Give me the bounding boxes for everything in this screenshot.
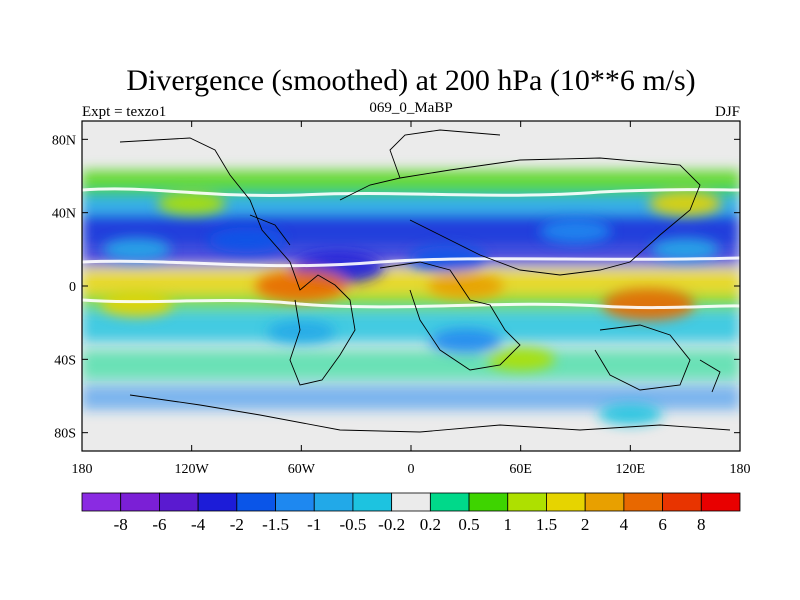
- equatorial-band-green: [82, 294, 740, 312]
- experiment-label: Expt = texzo1: [82, 104, 166, 120]
- y-tick-label: 40N: [52, 207, 76, 222]
- x-tick-label: 120E: [616, 462, 646, 477]
- divergence-zone-10: [649, 191, 722, 216]
- colorbar-swatch: [81, 492, 122, 512]
- colorbar-label: 0.5: [458, 515, 479, 534]
- colorbar-swatch: [546, 492, 586, 512]
- zero-contours: [82, 187, 740, 310]
- colorbar-label: -8: [114, 515, 128, 534]
- colorbar-label: -4: [191, 515, 206, 534]
- colorbar-swatch: [120, 492, 160, 512]
- convergence-zone-4: [539, 218, 612, 244]
- colorbar-swatch: [584, 492, 625, 512]
- colorbar-swatch: [275, 492, 315, 512]
- colorbar-label: 1.5: [536, 515, 557, 534]
- y-tick-label: 40S: [54, 353, 76, 368]
- colorbar-swatch: [352, 492, 393, 512]
- divergence-zone-11: [255, 270, 348, 302]
- x-tick-label: 120W: [175, 462, 210, 477]
- colorbar-swatch: [507, 492, 547, 512]
- divergence-field: [82, 121, 740, 451]
- south-band-green: [82, 350, 740, 380]
- colorbar-swatch: [429, 492, 470, 512]
- colorbar: -8 -6 -4 -2 -1.5 -1 -0.5 -0.2 0.2 0.5 1 1.5 2 4 6 8: [81, 492, 741, 534]
- y-tick-label: 80N: [52, 133, 76, 148]
- chart-title: Divergence (smoothed) at 200 hPa (10**6 …: [126, 64, 695, 97]
- x-tick-label: 0: [408, 462, 415, 477]
- colorbar-swatch: [623, 492, 663, 512]
- x-tick-label: 60E: [509, 462, 532, 477]
- colorbar-label: -1.5: [262, 515, 289, 534]
- model-label: 069_0_MaBP: [369, 100, 452, 116]
- convergence-zone-0: [102, 237, 171, 261]
- divergence-zone-15: [486, 347, 555, 371]
- colorbar-swatch: [662, 492, 702, 512]
- convergence-zone-1: [208, 227, 285, 254]
- convergence-zone-5: [651, 237, 720, 261]
- colorbar-label: 2: [581, 515, 590, 534]
- convergence-zone-6: [267, 320, 336, 344]
- y-tick-label: 0: [69, 280, 76, 295]
- season-label: DJF: [715, 104, 740, 120]
- colorbar-label: -2: [230, 515, 244, 534]
- colorbar-label: 8: [697, 515, 706, 534]
- colorbar-label: 4: [620, 515, 629, 534]
- divergence-zone-13: [602, 288, 695, 321]
- colorbar-swatch: [313, 492, 354, 512]
- x-tick-label: 180: [72, 462, 93, 477]
- divergence-zone-9: [157, 192, 226, 215]
- colorbar-label: 0.2: [420, 515, 441, 534]
- colorbar-swatch: [159, 492, 199, 512]
- colorbar-label: -1: [307, 515, 321, 534]
- colorbar-label: -0.5: [339, 515, 366, 534]
- colorbar-swatch: [391, 492, 431, 512]
- convergence-zone-7: [429, 328, 502, 354]
- colorbar-label: 6: [658, 515, 667, 534]
- y-tick-label: 80S: [54, 427, 76, 442]
- colorbar-swatch: [700, 492, 741, 512]
- colorbar-label: -0.2: [378, 515, 405, 534]
- colorbar-swatch: [236, 492, 276, 512]
- divergence-zone-14: [100, 292, 173, 317]
- colorbar-label: 1: [504, 515, 513, 534]
- convergence-zone-8: [598, 403, 663, 426]
- y-axis: 80N 40N 0 40S 80S: [52, 133, 740, 442]
- x-tick-label: 60W: [288, 462, 316, 477]
- colorbar-label: -6: [152, 515, 166, 534]
- colorbar-swatch: [197, 492, 238, 512]
- colorbar-swatch: [468, 492, 509, 512]
- x-axis: 180 120W 60W 0 60E 120E 180: [72, 121, 751, 477]
- x-tick-label: 180: [730, 462, 751, 477]
- coastlines: [119, 129, 731, 433]
- divergence-zone-12: [427, 273, 504, 299]
